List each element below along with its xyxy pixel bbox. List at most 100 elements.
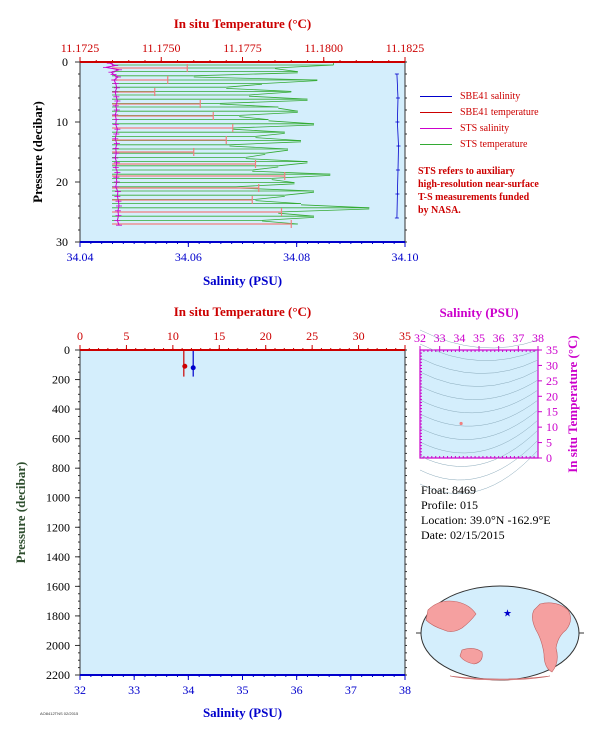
legend-swatch bbox=[420, 128, 452, 129]
world-map: ★ bbox=[420, 585, 580, 681]
sts-temperature-link bbox=[232, 124, 315, 129]
sts-temperature-link bbox=[239, 112, 298, 116]
ts-density-contour bbox=[419, 379, 539, 400]
ts-right-tick-label: 20 bbox=[546, 389, 558, 403]
profile-number: Profile: 015 bbox=[421, 498, 478, 512]
p2-bottom-tick-label: 33 bbox=[128, 683, 140, 697]
ts-point bbox=[459, 421, 463, 426]
p2-left-tick-label: 1200 bbox=[46, 520, 70, 534]
ts-right-tick-label: 35 bbox=[546, 343, 558, 357]
sts-temperature-link bbox=[278, 212, 315, 217]
sts-temperature-link bbox=[229, 145, 289, 150]
p1-top-tick-label: 11.1725 bbox=[61, 41, 100, 55]
p1-bottom-tick-label: 34.10 bbox=[392, 250, 419, 264]
map-land-antarctica bbox=[449, 675, 551, 681]
p2-left-tick-label: 1800 bbox=[46, 609, 70, 623]
ts-density-contour bbox=[419, 419, 539, 454]
p2-top-tick-label: 20 bbox=[260, 329, 272, 343]
p2-left-tick-label: 800 bbox=[52, 461, 70, 475]
sts-temperature-link bbox=[252, 170, 331, 175]
p2-top-axis-title: In situ Temperature (°C) bbox=[174, 304, 312, 319]
p2-bottom-axis-title: Salinity (PSU) bbox=[203, 705, 282, 720]
legend-swatch bbox=[420, 112, 452, 113]
ts-right-tick-label: 10 bbox=[546, 420, 558, 434]
float-id: Float: 8469 bbox=[421, 483, 477, 497]
ts-right-tick-label: 25 bbox=[546, 374, 558, 388]
p1-bottom-tick-label: 34.06 bbox=[175, 250, 202, 264]
p2-top-tick-label: 35 bbox=[399, 329, 411, 343]
note-line: STS refers to auxiliary bbox=[418, 166, 515, 177]
legend-label: STS salinity bbox=[460, 123, 510, 134]
ts-density-contour bbox=[419, 429, 539, 467]
p1-left-tick-label: 20 bbox=[56, 175, 68, 189]
p1-top-tick-label: 11.1825 bbox=[386, 41, 425, 55]
ts-top-tick-label: 35 bbox=[473, 331, 485, 345]
sts-temperature-link bbox=[261, 80, 318, 84]
note-line: high-resolution near-surface bbox=[418, 179, 539, 190]
p1-left-axis-title: Pressure (decibar) bbox=[30, 101, 45, 203]
legend-label: STS temperature bbox=[460, 139, 528, 150]
sts-temperature-link bbox=[255, 196, 285, 200]
sts-temperature-link bbox=[235, 183, 295, 188]
p2-bottom-tick-label: 36 bbox=[291, 683, 303, 697]
ts-density-contour bbox=[419, 439, 539, 481]
legend-label: SBE41 temperature bbox=[460, 107, 539, 118]
ts-right-tick-label: 0 bbox=[546, 451, 552, 465]
p1-left-tick-label: 0 bbox=[62, 55, 68, 69]
p2-salinity-marker bbox=[190, 365, 196, 371]
sts-temperature-link bbox=[226, 88, 292, 92]
p2-left-tick-label: 1000 bbox=[46, 491, 70, 505]
sts-temperature-link bbox=[261, 217, 315, 221]
p2-top-tick-label: 5 bbox=[123, 329, 129, 343]
p2-top-tick-label: 15 bbox=[213, 329, 225, 343]
ts-density-contour bbox=[419, 343, 539, 361]
map-land-americas bbox=[532, 602, 571, 673]
sts-note: STS refers to auxiliary high-resolution … bbox=[418, 165, 539, 217]
ts-density-contour bbox=[419, 357, 539, 374]
ts-right-tick-label: 15 bbox=[546, 405, 558, 419]
p2-bottom-tick-label: 37 bbox=[345, 683, 357, 697]
sts-temperature-link bbox=[278, 162, 308, 167]
ts-top-tick-label: 36 bbox=[493, 331, 505, 345]
panel2-plot-area bbox=[79, 349, 406, 676]
map-land-australia bbox=[459, 648, 483, 665]
float-location: Location: 39.0°N -162.9°E bbox=[421, 513, 551, 527]
legend-swatch bbox=[420, 144, 452, 145]
ts-right-axis-title: In situ Temperature (°C) bbox=[565, 335, 580, 473]
p1-bottom-axis-title: Salinity (PSU) bbox=[203, 273, 282, 288]
p2-left-tick-label: 2200 bbox=[46, 668, 70, 682]
sts-temperature-link bbox=[255, 133, 285, 137]
p2-left-tick-label: 600 bbox=[52, 432, 70, 446]
sts-temperature-link bbox=[193, 76, 318, 81]
sts-temperature-link bbox=[300, 204, 370, 209]
p2-left-tick-label: 200 bbox=[52, 373, 70, 387]
legend-item-sts-salinity: STS salinity bbox=[420, 123, 509, 134]
sts-temperature-link bbox=[278, 107, 298, 112]
p2-bottom-tick-label: 34 bbox=[182, 683, 194, 697]
legend-item-sbe41-salinity: SBE41 salinity bbox=[420, 91, 520, 102]
ts-top-tick-label: 33 bbox=[434, 331, 446, 345]
p2-left-tick-label: 400 bbox=[52, 402, 70, 416]
ts-right-tick-label: 5 bbox=[546, 436, 552, 450]
p2-left-axis-title: Pressure (decibar) bbox=[13, 462, 28, 564]
p2-left-tick-label: 0 bbox=[64, 343, 70, 357]
map-float-marker: ★ bbox=[503, 609, 512, 620]
p1-top-axis-title: In situ Temperature (°C) bbox=[174, 16, 312, 31]
sts-temperature-link bbox=[268, 120, 315, 125]
sts-temperature-link bbox=[271, 179, 295, 183]
p1-bottom-tick-label: 34.08 bbox=[283, 250, 310, 264]
p2-left-tick-label: 2000 bbox=[46, 638, 70, 652]
sts-temperature-link bbox=[252, 166, 279, 171]
p2-bottom-tick-label: 38 bbox=[399, 683, 411, 697]
sts-temperature-link bbox=[265, 149, 289, 154]
ts-density-contour bbox=[419, 449, 539, 494]
sts-temperature-link bbox=[278, 208, 370, 213]
p1-top-tick-label: 11.1750 bbox=[142, 41, 181, 55]
p2-left-tick-label: 1400 bbox=[46, 550, 70, 564]
sts-temperature-link bbox=[219, 103, 279, 108]
sts-temperature-link bbox=[232, 128, 285, 133]
ts-density-contour bbox=[419, 409, 539, 440]
ts-top-tick-label: 34 bbox=[453, 331, 465, 345]
ts-right-tick-label: 30 bbox=[546, 358, 558, 372]
sts-temperature-link bbox=[255, 137, 302, 141]
